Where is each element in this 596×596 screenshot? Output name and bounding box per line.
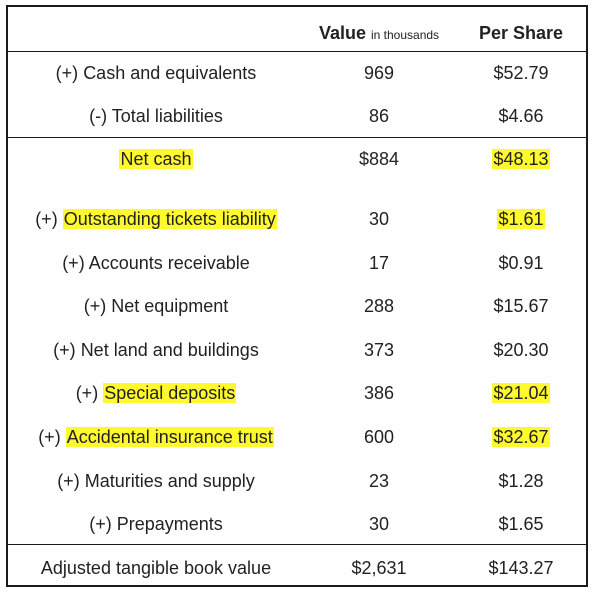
row-label: (+) Accidental insurance trust <box>8 417 304 457</box>
row-per-share: $52.79 <box>493 63 549 83</box>
row-sign: (+) <box>53 340 76 360</box>
row-value: 373 <box>363 340 395 360</box>
table-row: (+) Net equipment 288 $15.67 <box>8 286 586 326</box>
table-row: (+) Accidental insurance trust 600 $32.6… <box>8 417 586 457</box>
table-row: (+) Maturities and supply 23 $1.28 <box>8 461 586 501</box>
row-per-share: $32.67 <box>454 417 588 457</box>
row-value: 17 <box>368 253 390 273</box>
value-header-label: Value <box>318 23 366 43</box>
row-per-share: $21.04 <box>454 373 588 413</box>
row-label: (+) Accounts receivable <box>8 243 304 283</box>
row-value: 288 <box>363 296 395 316</box>
row-value: $884 <box>358 149 400 169</box>
total-row: Adjusted tangible book value $2,631 $143… <box>8 548 586 588</box>
row-label-text: Accidental insurance trust <box>65 427 274 447</box>
row-label-text: Accounts receivable <box>88 253 250 273</box>
row-label-text: Prepayments <box>116 514 223 534</box>
row-label-text: Maturities and supply <box>84 471 255 491</box>
row-sign: (+) <box>83 296 107 316</box>
row-sign: (+) <box>57 471 80 491</box>
row-per-share-text: $21.04 <box>492 383 550 403</box>
total-divider <box>8 544 586 545</box>
row-per-share-text: $48.13 <box>492 149 550 169</box>
row-sign: (-) <box>89 106 108 126</box>
table-row: (+) Net land and buildings 373 $20.30 <box>8 330 586 370</box>
row-per-share: $20.30 <box>493 340 549 360</box>
row-sign: (+) <box>55 63 79 83</box>
row-label-text: Outstanding tickets liability <box>62 209 277 229</box>
total-label: Adjusted tangible book value <box>40 558 272 578</box>
row-label: Net cash <box>8 139 304 179</box>
row-label: (+) Special deposits <box>8 373 304 413</box>
valuation-table: Value in thousands Per Share (+) Cash an… <box>6 5 588 587</box>
row-label-text: Net cash <box>119 149 193 169</box>
table-row: (+) Outstanding tickets liability 30 $1.… <box>8 199 586 239</box>
row-per-share: $4.66 <box>498 106 544 126</box>
row-value: 386 <box>363 383 395 403</box>
total-per-share: $143.27 <box>488 558 554 578</box>
row-label-text: Net equipment <box>111 296 229 316</box>
row-label-text: Cash and equivalents <box>83 63 257 83</box>
row-label-text: Net land and buildings <box>80 340 259 360</box>
row-sign: (+) <box>89 514 112 534</box>
header-divider <box>8 51 586 52</box>
row-sign: (+) <box>62 253 85 273</box>
value-header-unit: in thousands <box>370 28 440 42</box>
row-label: (+) Net equipment <box>8 286 304 326</box>
row-sign: (+) <box>75 383 99 403</box>
row-label: (+) Maturities and supply <box>8 461 304 501</box>
table-row: (-) Total liabilities 86 $4.66 <box>8 96 586 136</box>
header-row: Value in thousands Per Share <box>8 13 586 53</box>
row-label: (+) Cash and equivalents <box>8 53 304 93</box>
row-value: 600 <box>363 427 395 447</box>
row-value: 86 <box>368 106 390 126</box>
row-value: 30 <box>368 209 390 229</box>
row-sign: (+) <box>38 427 61 447</box>
table-row: (+) Special deposits 386 $21.04 <box>8 373 586 413</box>
row-value: 969 <box>363 63 395 83</box>
row-per-share: $48.13 <box>454 139 588 179</box>
row-per-share-text: $1.61 <box>497 209 545 229</box>
total-value: $2,631 <box>351 558 407 578</box>
row-label: (+) Net land and buildings <box>8 330 304 370</box>
subtotal-divider <box>8 137 586 138</box>
row-per-share: $0.91 <box>498 253 544 273</box>
per-share-header: Per Share <box>478 23 564 43</box>
row-value: 23 <box>368 471 390 491</box>
table-row: Net cash $884 $48.13 <box>8 139 586 179</box>
table-row: (+) Prepayments 30 $1.65 <box>8 504 586 544</box>
table-row: (+) Cash and equivalents 969 $52.79 <box>8 53 586 93</box>
table-row: (+) Accounts receivable 17 $0.91 <box>8 243 586 283</box>
row-per-share: $1.61 <box>454 199 588 239</box>
row-sign: (+) <box>35 209 58 229</box>
value-header: Value in thousands <box>304 13 454 53</box>
row-label: (+) Outstanding tickets liability <box>8 199 304 239</box>
row-per-share: $1.28 <box>498 471 544 491</box>
row-label-text: Special deposits <box>103 383 237 403</box>
row-per-share-text: $32.67 <box>492 427 550 447</box>
row-per-share: $1.65 <box>498 514 544 534</box>
row-value: 30 <box>368 514 390 534</box>
row-label-text: Total liabilities <box>111 106 223 126</box>
row-label: (+) Prepayments <box>8 504 304 544</box>
row-per-share: $15.67 <box>493 296 549 316</box>
row-label: (-) Total liabilities <box>8 96 304 136</box>
